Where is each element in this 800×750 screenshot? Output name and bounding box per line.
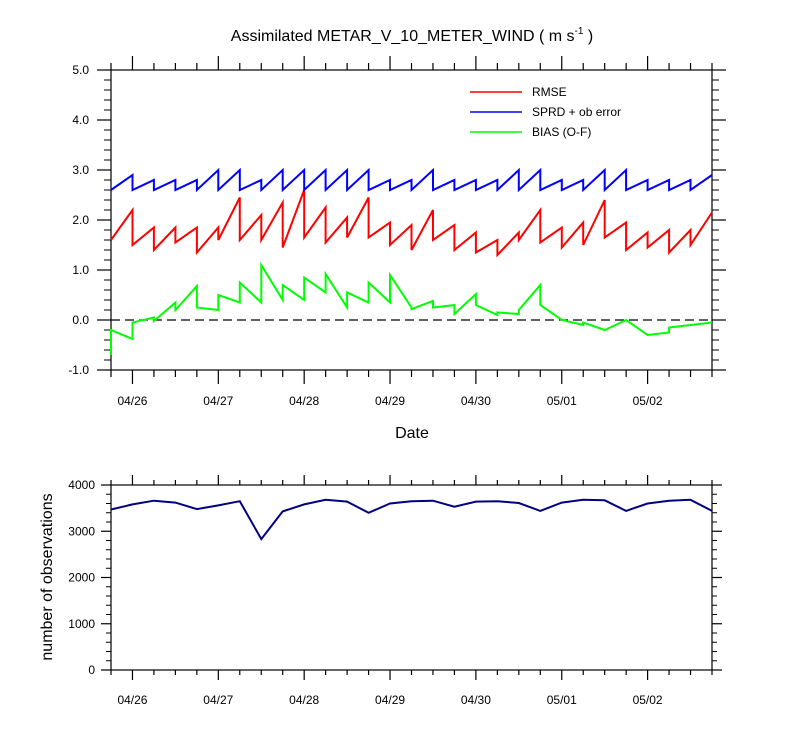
top-plot: 04/26 04/27 04/28 04/29 04/30 05/01 05/02 -1.0 0… bbox=[68, 56, 726, 408]
series-line-observations bbox=[110, 498, 713, 541]
x-tick-label: 05/02 bbox=[633, 693, 663, 707]
x-tick-label: 04/28 bbox=[289, 693, 319, 707]
y-tick-label: 2.0 bbox=[72, 213, 89, 227]
y-tick-label: 0.0 bbox=[72, 313, 89, 327]
x-axis-title: Date bbox=[395, 425, 429, 442]
x-tick-label: 05/01 bbox=[547, 394, 577, 408]
y-tick-label: 5.0 bbox=[72, 63, 89, 77]
x-tick-label: 04/27 bbox=[203, 394, 233, 408]
y-tick-label: 2000 bbox=[68, 571, 95, 585]
series-line-bias-o-f bbox=[110, 261, 713, 355]
series-line-sprd-ob-error bbox=[110, 167, 713, 193]
legend-label: RMSE bbox=[532, 85, 567, 99]
x-tick-label: 04/27 bbox=[203, 693, 233, 707]
chart-title: Assimilated METAR_V_10_METER_WIND ( m s-… bbox=[231, 26, 593, 45]
x-tick-label: 04/29 bbox=[375, 693, 405, 707]
y-tick-label: 0 bbox=[88, 663, 95, 677]
chart-title-units-close: ) bbox=[583, 28, 593, 45]
chart-title-text: Assimilated METAR_V_10_METER_WIND bbox=[231, 28, 535, 45]
x-tick-label: 05/01 bbox=[547, 693, 577, 707]
y-tick-label: 4.0 bbox=[72, 113, 89, 127]
y-tick-label: 3.0 bbox=[72, 163, 89, 177]
chart-title-units: ( m s bbox=[535, 28, 575, 45]
x-tick-label: 04/30 bbox=[461, 693, 491, 707]
y-tick-label: 4000 bbox=[68, 478, 95, 492]
x-tick-label: 04/26 bbox=[117, 394, 147, 408]
x-tick-label: 05/02 bbox=[633, 394, 663, 408]
x-tick-label: 04/29 bbox=[375, 394, 405, 408]
legend: RMSE SPRD + ob error BIAS (O-F) bbox=[470, 85, 621, 139]
bottom-plot: 04/26 04/27 04/28 04/29 04/30 05/01 05/02 0 1000… bbox=[68, 475, 722, 707]
legend-label: SPRD + ob error bbox=[532, 105, 621, 119]
x-tick-label: 04/28 bbox=[289, 394, 319, 408]
plot-frame bbox=[110, 484, 713, 671]
series-line-rmse bbox=[110, 189, 713, 258]
x-tick-label: 04/30 bbox=[461, 394, 491, 408]
y-axis-title: number of observations bbox=[39, 493, 56, 660]
y-tick-label: 1000 bbox=[68, 617, 95, 631]
y-tick-label: -1.0 bbox=[68, 363, 89, 377]
x-tick-label: 04/26 bbox=[117, 693, 147, 707]
chart-title-units-sup: -1 bbox=[575, 26, 584, 37]
y-tick-label: 3000 bbox=[68, 524, 95, 538]
plot-frame bbox=[110, 69, 713, 371]
legend-label: BIAS (O-F) bbox=[532, 125, 591, 139]
y-tick-label: 1.0 bbox=[72, 263, 89, 277]
